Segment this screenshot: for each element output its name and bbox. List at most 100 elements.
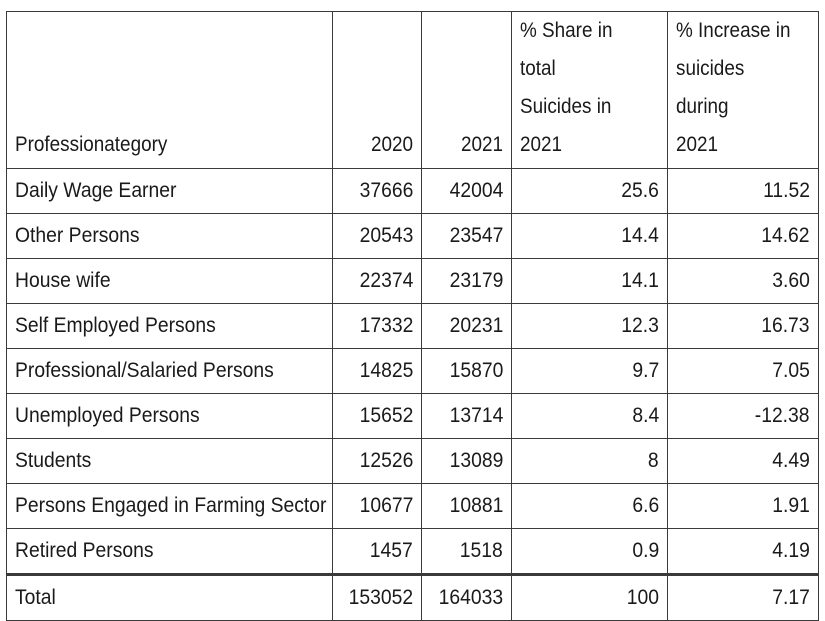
row-2020: 20543 (359, 224, 413, 247)
row-category-cell: Retired Persons (6, 528, 333, 575)
row-increase: 4.19 (772, 539, 810, 562)
row-increase-cell: 1.91 (667, 483, 819, 529)
row-increase: 11.52 (763, 179, 810, 202)
row-share: 9.7 (632, 359, 659, 382)
header-share-line-1: % Share in total (520, 19, 613, 80)
header-2021-label: 2021 (460, 133, 503, 156)
total-category-cell: Total (6, 573, 333, 621)
row-increase-cell: 4.19 (667, 528, 819, 575)
row-share: 6.6 (632, 494, 659, 517)
row-2020-cell: 12526 (332, 438, 422, 484)
row-share: 8 (648, 449, 659, 472)
total-share: 100 (626, 586, 659, 609)
row-category: Retired Persons (15, 539, 154, 562)
row-category-cell: Unemployed Persons (6, 393, 333, 439)
row-share-cell: 6.6 (511, 483, 668, 529)
total-increase: 7.17 (772, 586, 810, 609)
row-category: Persons Engaged in Farming Sector (15, 494, 327, 517)
header-share-line-3: 2021 (520, 133, 563, 156)
row-share: 12.3 (621, 314, 659, 337)
row-2020: 14825 (359, 359, 413, 382)
row-increase: 16.73 (761, 314, 810, 337)
row-share: 0.9 (632, 539, 659, 562)
row-2021: 10881 (449, 494, 503, 517)
header-2020: 2020 (332, 11, 422, 169)
total-increase-cell: 7.17 (667, 573, 819, 621)
total-2020: 153052 (348, 586, 413, 609)
row-share: 25.6 (621, 179, 659, 202)
row-share-cell: 8.4 (511, 393, 668, 439)
row-category: Students (15, 449, 92, 472)
row-share: 14.4 (621, 224, 659, 247)
table-row: Daily Wage Earner 37666 42004 25.6 11.52 (6, 168, 819, 214)
row-2021-cell: 23179 (421, 258, 512, 304)
row-increase-cell: 3.60 (667, 258, 819, 304)
table-row: Persons Engaged in Farming Sector 10677 … (6, 483, 819, 529)
header-increase-line-2: suicides during (676, 57, 745, 118)
row-increase-cell: 16.73 (667, 303, 819, 349)
row-2020: 37666 (359, 179, 413, 202)
table-row: House wife 22374 23179 14.1 3.60 (6, 258, 819, 304)
row-2021: 13089 (449, 449, 503, 472)
row-increase: -12.38 (755, 404, 810, 427)
row-2021-cell: 1518 (421, 528, 512, 575)
row-category: Self Employed Persons (15, 314, 216, 337)
row-increase-cell: -12.38 (667, 393, 819, 439)
header-share-line-2: Suicides in (520, 95, 612, 118)
header-2021: 2021 (421, 11, 512, 169)
row-2021-cell: 23547 (421, 213, 512, 259)
header-category-label: Professionategory (15, 133, 168, 156)
row-category: House wife (15, 269, 111, 292)
row-increase: 4.49 (772, 449, 810, 472)
row-2020-cell: 10677 (332, 483, 422, 529)
row-2021: 23547 (449, 224, 503, 247)
header-category: Professionategory (6, 11, 333, 169)
row-2020: 22374 (359, 269, 413, 292)
row-category-cell: Persons Engaged in Farming Sector (6, 483, 333, 529)
row-category-cell: House wife (6, 258, 333, 304)
row-2020-cell: 15652 (332, 393, 422, 439)
total-share-cell: 100 (511, 573, 668, 621)
row-increase: 7.05 (772, 359, 810, 382)
row-share: 14.1 (621, 269, 659, 292)
header-increase-line-1: % Increase in (676, 19, 791, 42)
row-increase-cell: 4.49 (667, 438, 819, 484)
table-row: Unemployed Persons 15652 13714 8.4 -12.3… (6, 393, 819, 439)
row-increase-cell: 7.05 (667, 348, 819, 394)
row-category: Professional/Salaried Persons (15, 359, 274, 382)
row-increase: 3.60 (772, 269, 810, 292)
table-row: Self Employed Persons 17332 20231 12.3 1… (6, 303, 819, 349)
row-category-cell: Self Employed Persons (6, 303, 333, 349)
row-increase-cell: 14.62 (667, 213, 819, 259)
row-share-cell: 14.4 (511, 213, 668, 259)
header-increase: % Increase in suicides during 2021 (667, 11, 819, 169)
suicides-by-profession-sheet: Professionategory 2020 2021 % Share in t… (6, 11, 819, 621)
row-2021-cell: 13714 (421, 393, 512, 439)
row-increase: 1.91 (772, 494, 810, 517)
table-row: Professional/Salaried Persons 14825 1587… (6, 348, 819, 394)
row-share-cell: 25.6 (511, 168, 668, 214)
row-increase-cell: 11.52 (667, 168, 819, 214)
row-2021-cell: 15870 (421, 348, 512, 394)
header-2020-label: 2020 (370, 133, 413, 156)
row-2020-cell: 17332 (332, 303, 422, 349)
row-category-cell: Professional/Salaried Persons (6, 348, 333, 394)
row-share-cell: 9.7 (511, 348, 668, 394)
total-category: Total (15, 586, 56, 609)
header-increase-line-3: 2021 (676, 133, 719, 156)
row-2021-cell: 13089 (421, 438, 512, 484)
row-2020: 15652 (359, 404, 413, 427)
row-2021: 15870 (449, 359, 503, 382)
row-2021: 13714 (449, 404, 503, 427)
table-row: Students 12526 13089 8 4.49 (6, 438, 819, 484)
row-category-cell: Students (6, 438, 333, 484)
total-2021-cell: 164033 (421, 573, 512, 621)
row-share-cell: 0.9 (511, 528, 668, 575)
row-increase: 14.62 (761, 224, 810, 247)
row-category: Daily Wage Earner (15, 179, 177, 202)
table-row: Retired Persons 1457 1518 0.9 4.19 (6, 528, 819, 575)
row-2020-cell: 1457 (332, 528, 422, 575)
table-row: Other Persons 20543 23547 14.4 14.62 (6, 213, 819, 259)
row-share-cell: 12.3 (511, 303, 668, 349)
row-2020: 17332 (359, 314, 413, 337)
